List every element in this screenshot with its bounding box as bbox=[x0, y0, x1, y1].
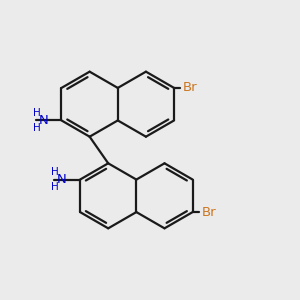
Text: Br: Br bbox=[183, 81, 198, 94]
Text: H: H bbox=[51, 182, 59, 192]
Text: N: N bbox=[39, 114, 48, 127]
Text: N: N bbox=[57, 173, 67, 186]
Text: H: H bbox=[33, 123, 41, 133]
Text: H: H bbox=[51, 167, 59, 177]
Text: H: H bbox=[33, 108, 41, 118]
Text: Br: Br bbox=[202, 206, 216, 219]
